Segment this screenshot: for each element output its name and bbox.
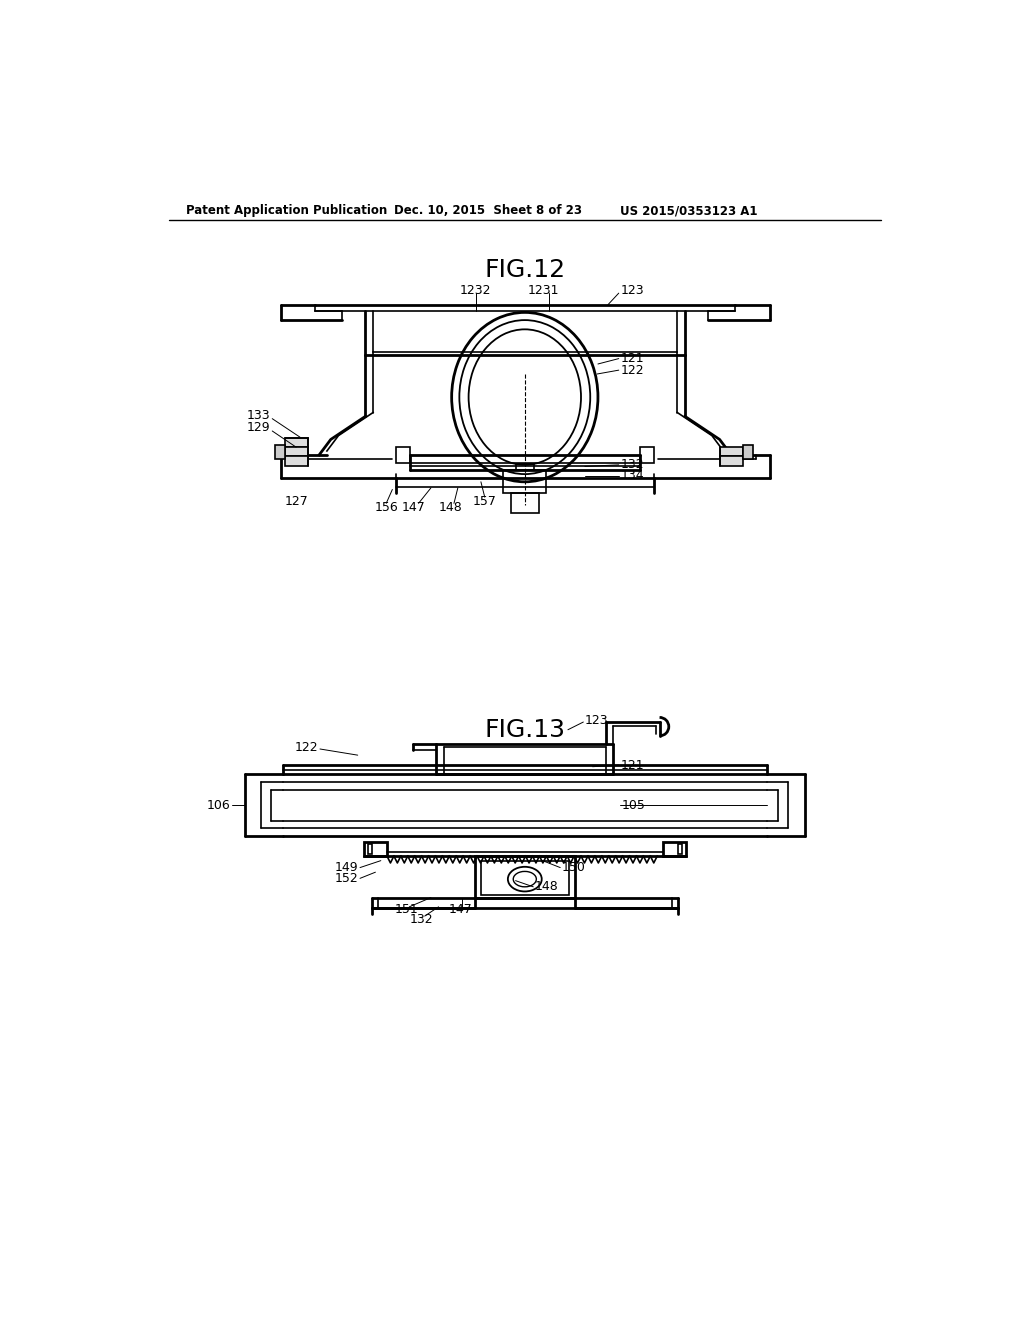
Bar [720,447,742,457]
Bar [515,465,535,470]
Text: 105: 105 [622,799,646,812]
Bar [720,457,742,466]
Text: 152: 152 [335,871,358,884]
Text: 1232: 1232 [460,284,492,297]
Bar [285,447,307,457]
Text: 151: 151 [394,903,418,916]
Text: 149: 149 [335,861,358,874]
Bar [285,457,307,466]
Text: 106: 106 [207,799,230,812]
Text: 150: 150 [562,861,586,874]
Text: 157: 157 [473,495,497,508]
Bar [481,862,568,895]
Bar [640,447,654,462]
Bar [274,445,285,459]
Text: 133: 133 [247,409,270,422]
Text: 123: 123 [585,714,608,727]
Text: 156: 156 [375,500,398,513]
Text: 121: 121 [621,759,644,772]
Text: 122: 122 [295,741,318,754]
Bar [396,447,410,462]
Text: Patent Application Publication: Patent Application Publication [186,205,387,218]
Text: 123: 123 [621,284,644,297]
Bar [285,438,307,447]
Text: FIG.13: FIG.13 [484,718,565,742]
Bar [678,845,682,854]
Bar [368,845,372,854]
Bar [503,470,547,494]
Text: 134: 134 [621,469,644,482]
Text: 132: 132 [410,912,433,925]
Text: Dec. 10, 2015  Sheet 8 of 23: Dec. 10, 2015 Sheet 8 of 23 [394,205,582,218]
Text: 148: 148 [439,500,463,513]
Text: 1231: 1231 [527,284,559,297]
Text: 147: 147 [449,903,472,916]
Bar [475,857,574,899]
Bar [511,494,539,512]
Text: 147: 147 [402,500,426,513]
Text: 127: 127 [285,495,308,508]
Bar [742,445,753,459]
Text: 129: 129 [247,421,270,434]
Text: 122: 122 [621,363,644,376]
Text: 121: 121 [621,352,644,366]
Text: US 2015/0353123 A1: US 2015/0353123 A1 [621,205,758,218]
Text: 148: 148 [535,880,558,894]
Text: 132: 132 [621,458,644,471]
Bar [364,842,387,857]
Bar [663,842,686,857]
Text: FIG.12: FIG.12 [484,257,565,282]
